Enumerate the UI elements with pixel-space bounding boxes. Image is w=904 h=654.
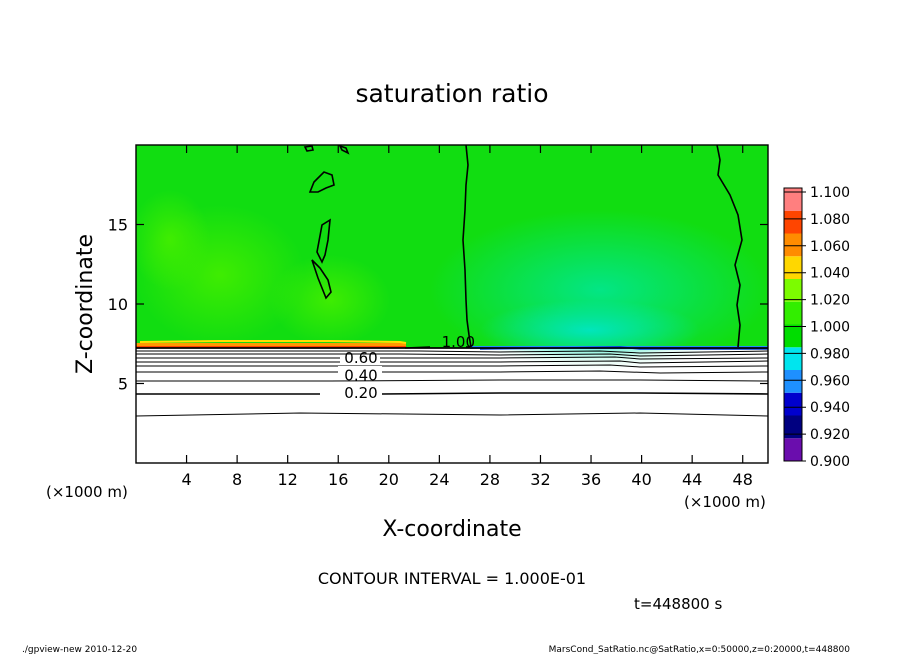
contour-lines	[136, 347, 768, 417]
colorbar-label: 1.060	[810, 239, 850, 255]
contour-interval: CONTOUR INTERVAL = 1.000E-01	[318, 569, 586, 588]
x-tick-label: 36	[581, 470, 601, 489]
x-tick-label: 16	[328, 470, 348, 489]
colorbar-label: 1.040	[810, 266, 850, 282]
colorbar-swatch	[784, 324, 802, 348]
contour-label: 1.00	[442, 333, 475, 351]
plot-area	[136, 145, 768, 463]
x-axis: 4 8 12 16 20 24 28 32 36 40 44 48	[181, 145, 753, 489]
colorbar-swatch	[784, 233, 802, 257]
supersaturation-patch	[270, 255, 390, 345]
x-tick-label: 48	[733, 470, 753, 489]
contour-label-bg	[340, 355, 380, 364]
time-label: t=448800 s	[634, 595, 722, 613]
colorbar-label: 0.920	[810, 427, 850, 443]
colorbar-label: 1.100	[810, 185, 850, 201]
y-axis-label: Z-coordinate	[73, 234, 98, 374]
colorbar-swatch	[784, 301, 802, 325]
x-unit-left: (×1000 m)	[46, 483, 128, 501]
boundary-band	[136, 343, 406, 348]
contour-label: 0.40	[344, 367, 377, 385]
y-tick-label: 15	[108, 216, 128, 235]
x-tick-label: 8	[232, 470, 242, 489]
supersaturation-patch	[136, 190, 210, 290]
footer-left: ./gpview-new 2010-12-20	[22, 645, 137, 654]
colorbar-swatch	[784, 392, 802, 416]
x-tick-label: 40	[631, 470, 651, 489]
contour-labels: 1.00 0.600.400.20	[344, 333, 475, 402]
x-tick-label: 12	[278, 470, 298, 489]
colorbar-swatch	[784, 347, 802, 370]
boundary-band	[139, 340, 407, 344]
colorbar-label: 0.900	[810, 454, 850, 470]
x-tick-label: 44	[682, 470, 702, 489]
colorbar-label: 1.020	[810, 293, 850, 309]
x-tick-label: 4	[181, 470, 191, 489]
colorbar: 0.900 0.920 0.940 0.960 0.980 1.000 1.020 1.040…	[783, 185, 850, 470]
contour-lines	[303, 145, 743, 349]
colorbar-swatch	[784, 188, 802, 211]
colorbar-label: 1.080	[810, 212, 850, 228]
y-tick-label: 5	[118, 375, 128, 394]
colorbar-label: 0.980	[810, 346, 850, 362]
contour-label-bg	[338, 366, 382, 378]
x-tick-label: 28	[480, 470, 500, 489]
contour-label: 0.60	[344, 349, 377, 367]
x-axis-label: X-coordinate	[382, 517, 521, 542]
x-tick-label: 32	[530, 470, 550, 489]
colorbar-swatch	[784, 210, 802, 234]
colorbar-label: 0.960	[810, 373, 850, 389]
subsaturation-patch	[480, 300, 700, 360]
colorbar-swatch	[784, 438, 802, 461]
x-tick-label: 20	[379, 470, 399, 489]
x-unit-right: (×1000 m)	[684, 493, 766, 511]
y-tick-label: 10	[108, 295, 128, 314]
x-tick-label: 24	[429, 470, 449, 489]
colorbar-label: 1.000	[810, 320, 850, 336]
colorbar-swatch	[784, 415, 802, 439]
y-axis: 5 10 15	[108, 216, 768, 394]
colorbar-swatch	[784, 256, 802, 279]
footer-right: MarsCond_SatRatio.nc@SatRatio,x=0:50000,…	[549, 645, 851, 654]
colorbar-swatch	[784, 370, 802, 393]
contour-label: 0.20	[344, 384, 377, 402]
contour-label-bg	[336, 387, 382, 400]
chart-title: saturation ratio	[355, 79, 548, 108]
boundary-band	[136, 346, 406, 348]
colorbar-label: 0.940	[810, 400, 850, 416]
colorbar-swatch	[784, 279, 802, 302]
